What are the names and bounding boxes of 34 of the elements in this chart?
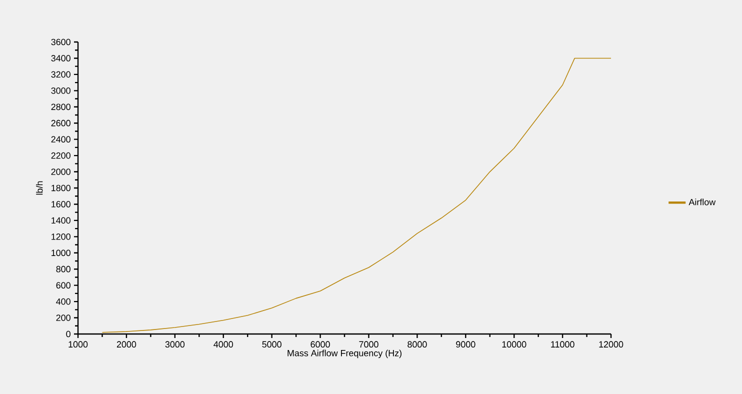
y-tick-label: 1800 xyxy=(52,184,70,192)
legend-label: Airflow xyxy=(688,198,716,206)
x-tick-label: 9000 xyxy=(456,341,476,348)
y-tick-label: 600 xyxy=(56,282,70,289)
x-tick-label: 6000 xyxy=(310,341,330,348)
x-tick-label: 8000 xyxy=(408,341,427,348)
y-tick-label: 1200 xyxy=(52,233,70,240)
y-tick-label: 800 xyxy=(56,266,70,272)
y-axis-title: lb/h xyxy=(36,181,43,195)
y-tick-label: 1600 xyxy=(52,201,70,208)
x-tick-label: 12000 xyxy=(599,341,624,348)
x-tick-label: 11000 xyxy=(551,341,574,348)
y-tick-label: 3000 xyxy=(51,87,70,94)
x-axis-title: Mass Airflow Frequency (Hz) xyxy=(288,350,402,358)
y-tick-label: 400 xyxy=(56,298,70,305)
y-tick-label: 1400 xyxy=(52,217,70,224)
x-tick-label: 3000 xyxy=(165,341,185,348)
y-tick-label: 0 xyxy=(66,330,70,338)
y-tick-label: 3200 xyxy=(51,71,70,78)
x-tick-label: 10000 xyxy=(502,341,526,348)
y-tick-label: 200 xyxy=(56,314,70,321)
x-tick-label: 7000 xyxy=(359,341,378,348)
y-tick-label: 1000 xyxy=(52,250,70,256)
x-tick-label: 5000 xyxy=(262,341,282,348)
y-tick-label: 3400 xyxy=(51,55,70,62)
y-tick-label: 2000 xyxy=(51,168,70,175)
y-tick-label: 2600 xyxy=(51,120,70,126)
y-tick-label: 2200 xyxy=(51,152,70,159)
y-tick-label: 2400 xyxy=(51,136,70,143)
y-tick-label: 2800 xyxy=(51,104,70,110)
y-tick-label: 3600 xyxy=(51,38,70,46)
x-tick-label: 1000 xyxy=(68,341,88,348)
x-tick-label: 2000 xyxy=(116,341,136,348)
x-tick-label: 4000 xyxy=(214,341,233,348)
